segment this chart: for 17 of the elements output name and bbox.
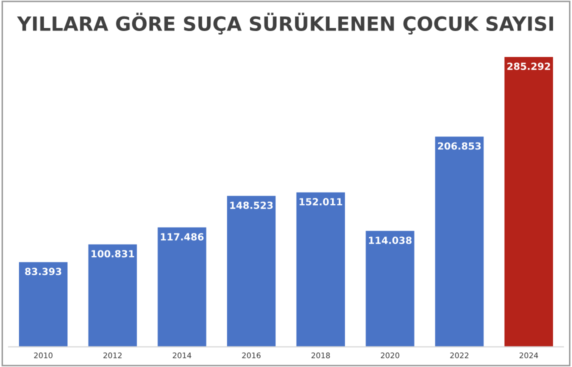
bar [366,230,414,347]
bar [504,56,554,347]
bar [435,136,484,347]
bar [227,196,276,347]
data-label: 206.853 [438,142,481,150]
data-label: 100.831 [92,250,134,258]
bar [296,192,345,347]
bar [88,244,137,347]
bar [158,227,206,347]
data-label: 148.523 [230,202,273,209]
bar [18,262,68,347]
data-label: 285.292 [507,62,550,70]
data-label: 117.486 [160,233,204,240]
data-label: 83.393 [25,268,62,276]
data-label: 152.011 [300,198,342,206]
chart-title: YILLARA GÖRE SUÇA SÜRÜKLENEN ÇOCUK SAYISI [16,12,554,35]
data-label: 114.038 [368,236,412,244]
